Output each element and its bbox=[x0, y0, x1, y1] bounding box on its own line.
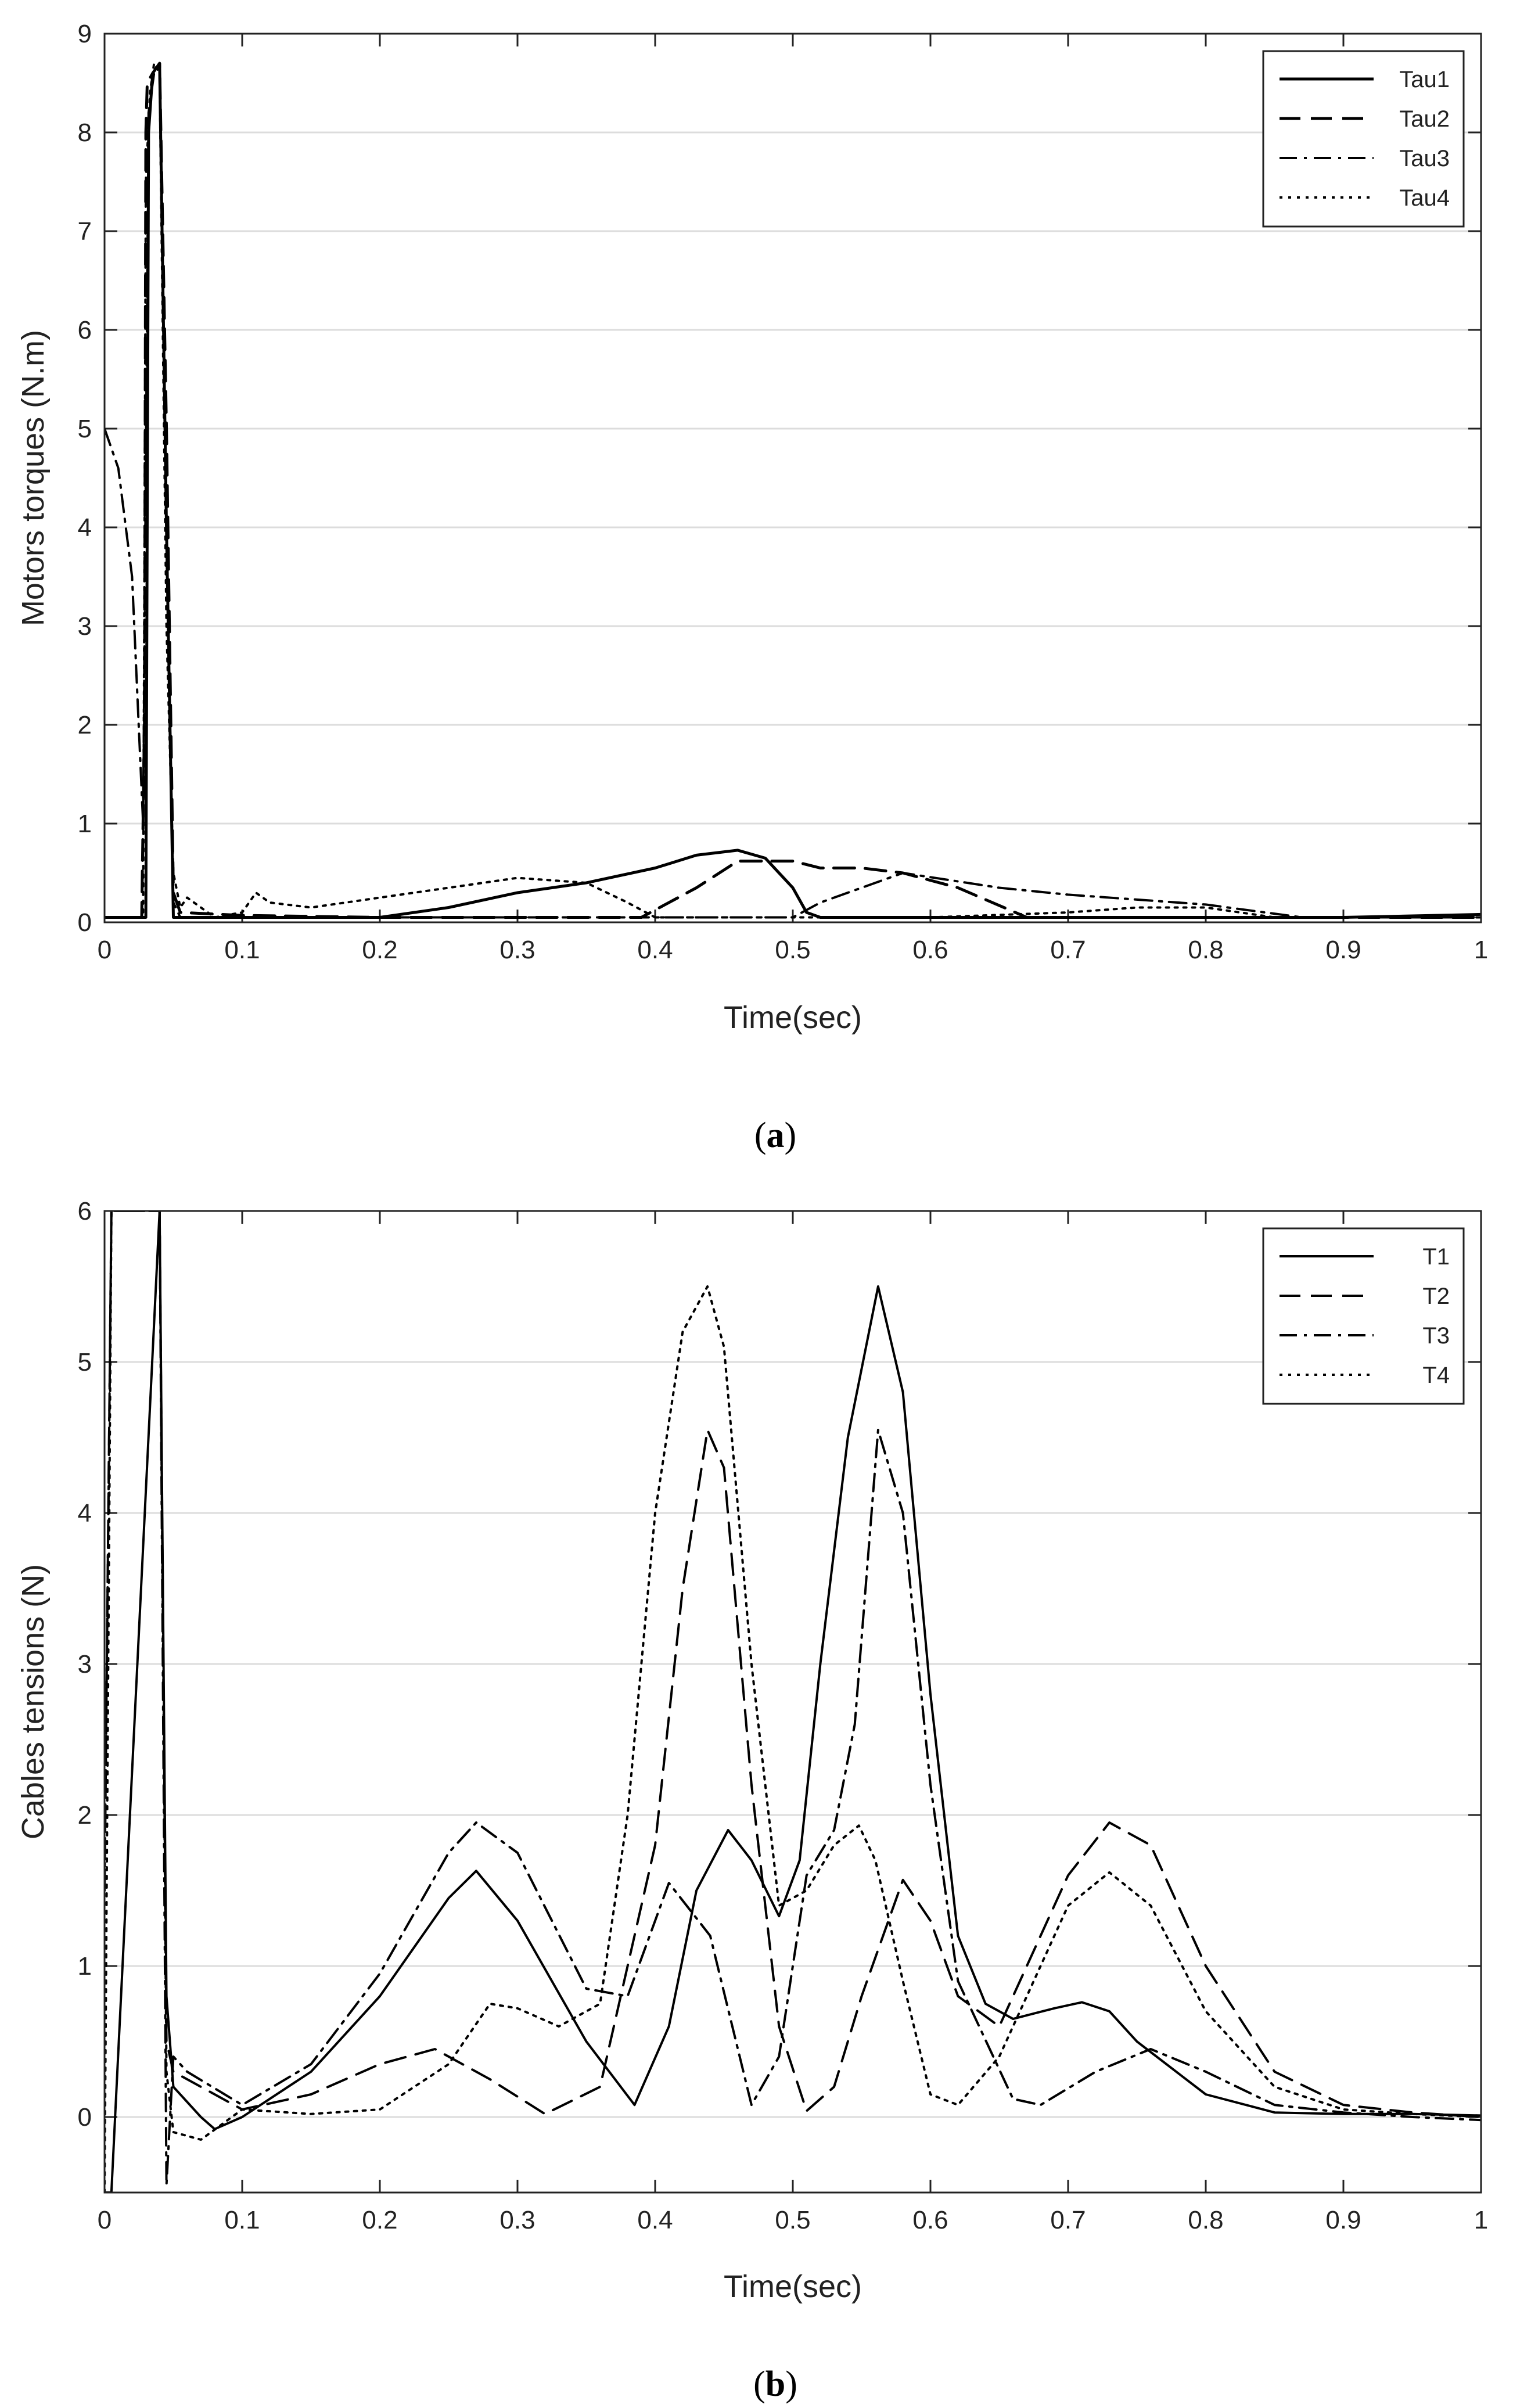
x-tick-label: 0.8 bbox=[1188, 2206, 1223, 2234]
legend-label: Tau2 bbox=[1399, 106, 1450, 132]
panel-b-cables-tensions: 0 1 2 3 4 5 6 0 0.1 0.2 0.3 0.4 0.5 0.6 0.7 0.8 0.9 1 T1 T2… bbox=[16, 1197, 1488, 2404]
series-line-t1 bbox=[105, 1211, 1481, 2193]
y-tick-label: 6 bbox=[78, 1197, 92, 1225]
x-tick-label: 0.1 bbox=[224, 936, 260, 964]
series-group bbox=[105, 62, 1481, 919]
series-line-t3 bbox=[105, 1211, 1481, 2186]
panel-caption: (b) bbox=[753, 2364, 797, 2404]
x-tick-label: 1 bbox=[1474, 2206, 1488, 2234]
x-tick-label: 0.4 bbox=[637, 2206, 673, 2234]
y-tick-label: 9 bbox=[78, 20, 92, 48]
x-tick-label: 0.6 bbox=[912, 936, 948, 964]
y-tick-label: 4 bbox=[78, 1499, 92, 1528]
plot-area bbox=[105, 1211, 1481, 2193]
y-tick-label: 4 bbox=[78, 513, 92, 542]
x-tick-label: 0.9 bbox=[1325, 936, 1361, 964]
y-tick-label: 0 bbox=[78, 908, 92, 937]
x-tick-label: 0.5 bbox=[775, 936, 810, 964]
y-tick-label: 8 bbox=[78, 118, 92, 147]
x-tick-label: 0 bbox=[98, 2206, 112, 2234]
x-tick-label: 0.7 bbox=[1050, 2206, 1086, 2234]
y-tick-label: 3 bbox=[78, 612, 92, 641]
legend-label: T4 bbox=[1422, 1363, 1450, 1388]
y-tick-label: 0 bbox=[78, 2103, 92, 2132]
series-group bbox=[105, 1211, 1481, 2193]
caption-letter: b bbox=[766, 2364, 785, 2404]
x-tick-label: 0.7 bbox=[1050, 936, 1086, 964]
caption-letter: a bbox=[767, 1116, 785, 1155]
panel-caption: (a) bbox=[754, 1116, 796, 1155]
y-tick-label: 7 bbox=[78, 217, 92, 246]
y-tick-label: 2 bbox=[78, 1801, 92, 1830]
x-tick-label: 0.6 bbox=[912, 2206, 948, 2234]
x-tick-label: 0.1 bbox=[224, 2206, 260, 2234]
legend-label: T3 bbox=[1422, 1323, 1450, 1349]
y-tick-label: 3 bbox=[78, 1650, 92, 1679]
x-tick-label: 0.9 bbox=[1325, 2206, 1361, 2234]
x-tick-label: 1 bbox=[1474, 936, 1488, 964]
y-tick-label: 1 bbox=[78, 810, 92, 838]
legend-label: Tau1 bbox=[1399, 67, 1450, 92]
legend-box bbox=[1262, 1227, 1465, 1405]
y-tick-label: 5 bbox=[78, 415, 92, 443]
x-tick-label: 0.8 bbox=[1188, 936, 1223, 964]
legend-label: Tau4 bbox=[1399, 185, 1450, 211]
y-tick-label: 5 bbox=[78, 1348, 92, 1376]
x-axis-label: Time(sec) bbox=[724, 1000, 862, 1035]
x-tick-label: 0.3 bbox=[499, 936, 535, 964]
x-axis-label: Time(sec) bbox=[724, 2269, 862, 2304]
x-tick-label: 0.2 bbox=[362, 936, 397, 964]
legend-label: T1 bbox=[1422, 1244, 1450, 1270]
x-tick-label: 0.3 bbox=[499, 2206, 535, 2234]
y-axis-label: Motors torques (N.m) bbox=[16, 330, 51, 626]
y-axis-label: Cables tensions (N) bbox=[16, 1564, 51, 1839]
x-tick-label: 0 bbox=[98, 936, 112, 964]
y-tick-label: 2 bbox=[78, 711, 92, 739]
panel-a-motors-torques: 0 1 2 3 4 5 6 7 8 9 0 0.1 0.2 0.3 0.4 0.5 0.6 0.7 0.8 0.9 1 T… bbox=[16, 20, 1488, 1155]
legend-label: Tau3 bbox=[1399, 146, 1450, 171]
axes-box bbox=[103, 33, 1482, 923]
legend-label: T2 bbox=[1422, 1284, 1450, 1309]
series-line-t2 bbox=[105, 1211, 1481, 2118]
series-line-tau4 bbox=[105, 62, 1481, 919]
x-tick-label: 0.4 bbox=[637, 936, 673, 964]
series-line-t4 bbox=[105, 1211, 1481, 2193]
y-tick-label: 6 bbox=[78, 316, 92, 344]
plot-area bbox=[105, 34, 1481, 922]
y-tick-label: 1 bbox=[78, 1952, 92, 1981]
x-tick-label: 0.2 bbox=[362, 2206, 397, 2234]
axes-box bbox=[103, 1210, 1482, 2194]
x-tick-label: 0.5 bbox=[775, 2206, 810, 2234]
